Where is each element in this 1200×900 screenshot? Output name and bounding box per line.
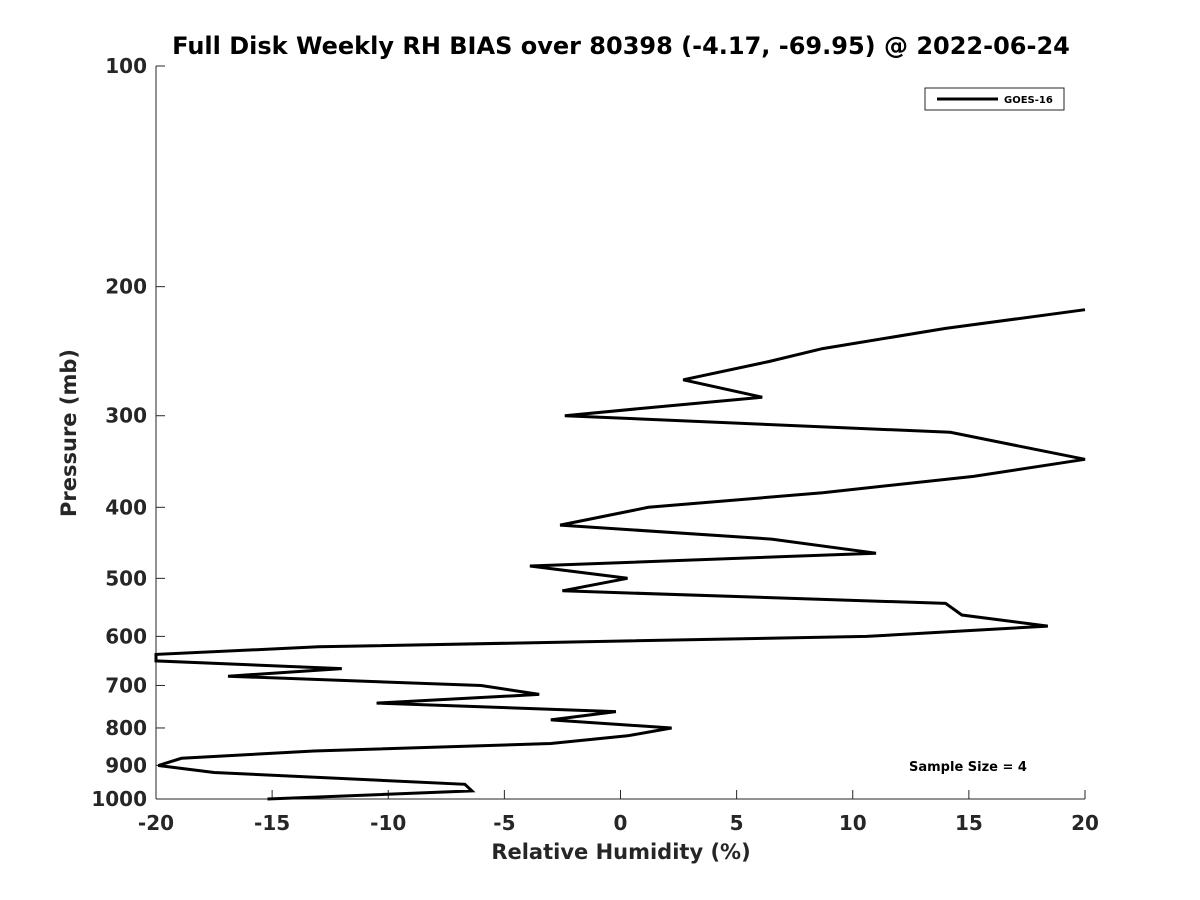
legend-label: GOES-16: [1004, 95, 1053, 106]
x-tick-label: 5: [730, 811, 744, 835]
legend: GOES-16: [924, 87, 1065, 111]
x-tick-label: -5: [493, 811, 515, 835]
y-tick-label: 800: [105, 716, 147, 740]
x-axis-label: Relative Humidity (%): [491, 840, 750, 864]
y-tick-label: 100: [105, 54, 147, 78]
y-tick-label: 1000: [91, 787, 147, 811]
chart-title: Full Disk Weekly RH BIAS over 80398 (-4.…: [172, 32, 1070, 60]
y-tick-label: 600: [105, 624, 147, 648]
y-tick-label: 400: [105, 495, 147, 519]
x-tick-label: -15: [254, 811, 290, 835]
sample-size-annotation: Sample Size = 4: [909, 760, 1027, 775]
y-axis-label: Pressure (mb): [57, 349, 81, 517]
x-tick-label: 0: [614, 811, 628, 835]
x-tick-label: -10: [370, 811, 406, 835]
y-tick-label: 300: [105, 404, 147, 428]
series-line-goes-16: [154, 308, 1086, 801]
y-tick-label: 200: [105, 275, 147, 299]
x-tick-label: 15: [955, 811, 983, 835]
x-tick-label: 20: [1071, 811, 1099, 835]
y-tick-label: 500: [105, 566, 147, 590]
y-tick-label: 900: [105, 753, 147, 777]
y-tick-label: 700: [105, 673, 147, 697]
plot-area: -20 -15 -10 -5 0 5 10 15 20 100 200 300 400 500 600 700…: [91, 54, 1099, 835]
x-tick-label: -20: [138, 811, 174, 835]
x-tick-label: 10: [839, 811, 867, 835]
